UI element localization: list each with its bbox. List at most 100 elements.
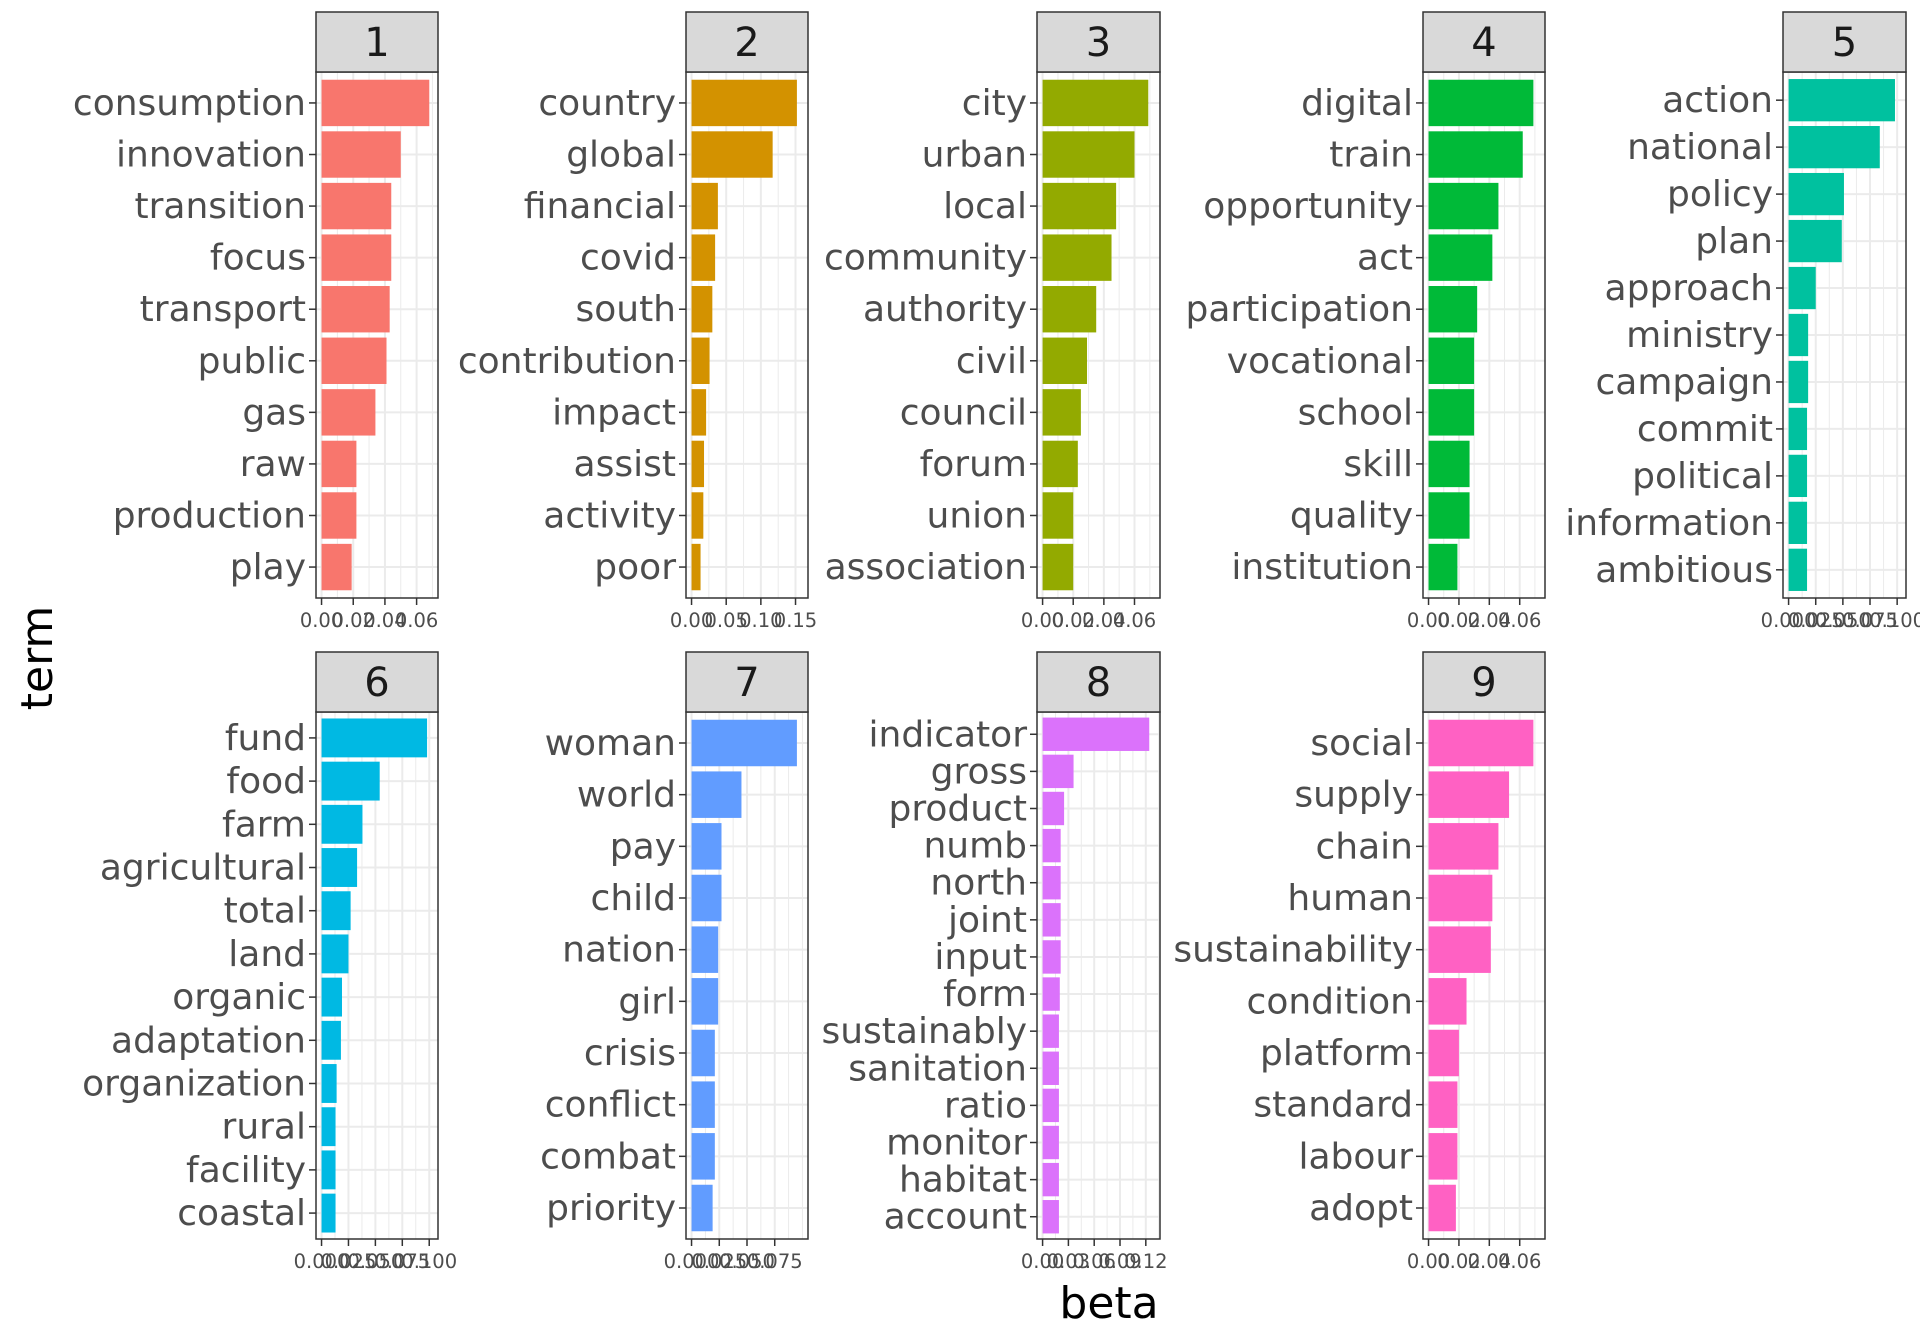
bar-world — [691, 771, 742, 818]
bar-human — [1428, 874, 1493, 922]
facet-strip — [685, 651, 809, 713]
bar-act — [1428, 234, 1493, 281]
facet-strip — [1036, 651, 1161, 713]
x-tick-label: 0.06 — [1113, 609, 1156, 632]
x-tick-label: 0.025 — [691, 1250, 747, 1273]
bar-child — [691, 874, 722, 922]
bar-political — [1788, 454, 1808, 498]
x-tick-label: 0.000 — [664, 1250, 720, 1273]
term-label: contribution — [458, 341, 676, 382]
bar-activity — [691, 492, 704, 539]
term-label: ambitious — [1595, 550, 1773, 591]
term-label: sustainability — [1173, 930, 1413, 971]
facet-strip-label: 4 — [1471, 20, 1496, 66]
bar-union — [1042, 492, 1074, 539]
term-label: authority — [863, 289, 1027, 330]
bar-south — [691, 286, 713, 333]
term-label: skill — [1343, 444, 1413, 485]
term-label: act — [1357, 238, 1413, 279]
term-label: south — [575, 289, 676, 330]
term-label: quality — [1290, 495, 1413, 536]
bar-product — [1042, 791, 1065, 826]
term-label: agricultural — [100, 848, 306, 889]
bar-transport — [321, 286, 390, 333]
bar-sanitation — [1042, 1051, 1059, 1085]
term-label: association — [825, 547, 1027, 588]
term-label: poor — [594, 547, 676, 588]
term-label: country — [538, 83, 676, 124]
term-label: product — [889, 788, 1027, 829]
x-tick-label: 0.00 — [1407, 609, 1450, 632]
bar-commit — [1788, 407, 1808, 451]
facet-panel: 7 woman world pay child nation girl crisis confl… — [540, 651, 809, 1273]
facet-panel: 5 action national policy plan approach ministr… — [1565, 11, 1920, 632]
x-tick-label: 0.04 — [363, 609, 406, 632]
bar-urban — [1042, 131, 1135, 178]
term-label: account — [884, 1197, 1027, 1238]
term-label: global — [566, 135, 676, 176]
bar-city — [1042, 79, 1149, 127]
term-label: fund — [225, 718, 306, 759]
bar-campaign — [1788, 360, 1809, 404]
term-label: transition — [134, 186, 306, 227]
bar-farm — [321, 804, 363, 844]
facet-panel: 9 social supply chain human sustainability con… — [1173, 651, 1546, 1273]
facet-strip — [1422, 11, 1546, 73]
bar-association — [1042, 543, 1074, 591]
term-label: train — [1329, 135, 1413, 176]
bar-gas — [321, 389, 376, 436]
bar-consumption — [321, 79, 430, 127]
term-label: food — [226, 761, 306, 802]
x-tick-label: 0.00 — [670, 609, 713, 632]
bar-girl — [691, 978, 719, 1025]
facet-panel: 3 city urban local community authority civil co… — [824, 11, 1161, 632]
bar-ratio — [1042, 1088, 1059, 1123]
bar-participation — [1428, 286, 1478, 333]
bar-forum — [1042, 440, 1078, 488]
bar-habitat — [1042, 1162, 1059, 1197]
facet-panel: 4 digital train opportunity act participation… — [1186, 11, 1546, 632]
bar-ambitious — [1788, 548, 1808, 591]
bar-quality — [1428, 492, 1470, 539]
facet-strip-label: 5 — [1832, 20, 1857, 66]
bar-policy — [1788, 172, 1844, 216]
term-label: joint — [947, 900, 1027, 941]
facet-strip-label: 1 — [364, 20, 389, 66]
term-label: participation — [1186, 289, 1414, 330]
bar-indicator — [1042, 717, 1150, 751]
term-label: ratio — [944, 1085, 1027, 1126]
term-label: digital — [1301, 83, 1413, 124]
bar-supply — [1428, 771, 1510, 818]
bar-land — [321, 934, 349, 974]
term-label: indicator — [869, 714, 1028, 755]
term-label: approach — [1605, 268, 1773, 309]
facet-panel: 6fundfoodfarmagriculturaltotallandorgani… — [82, 651, 457, 1273]
term-label: financial — [524, 186, 676, 227]
bar-poor — [691, 543, 701, 591]
bar-train — [1428, 131, 1523, 178]
x-tick-label: 0.02 — [1052, 609, 1095, 632]
bar-council — [1042, 389, 1081, 436]
bar-transition — [321, 182, 392, 230]
term-label: organization — [82, 1063, 306, 1104]
x-tick-label: 0.02 — [1437, 609, 1480, 632]
x-tick-label: 0.04 — [1468, 609, 1511, 632]
term-label: gross — [931, 751, 1027, 792]
bar-contribution — [691, 337, 710, 384]
facet-panel: 1 consumption innovation transition focus tra… — [73, 11, 439, 632]
term-label: plan — [1695, 221, 1773, 262]
x-tick-label: 0.025 — [1788, 609, 1844, 632]
facet-strip — [685, 11, 809, 73]
bar-financial — [691, 182, 718, 230]
term-label: adaptation — [111, 1020, 306, 1061]
x-tick-label: 0.06 — [395, 609, 438, 632]
term-label: political — [1632, 456, 1773, 497]
facet-panels: 1 consumption innovation transition focus tra… — [73, 11, 1920, 1273]
term-label: pay — [610, 826, 676, 867]
term-label: activity — [543, 495, 676, 536]
facet-strip — [1036, 11, 1161, 73]
x-tick-label: 0.050 — [719, 1250, 775, 1273]
term-label: combat — [540, 1136, 676, 1177]
term-label: habitat — [899, 1160, 1027, 1201]
term-label: council — [900, 392, 1027, 433]
